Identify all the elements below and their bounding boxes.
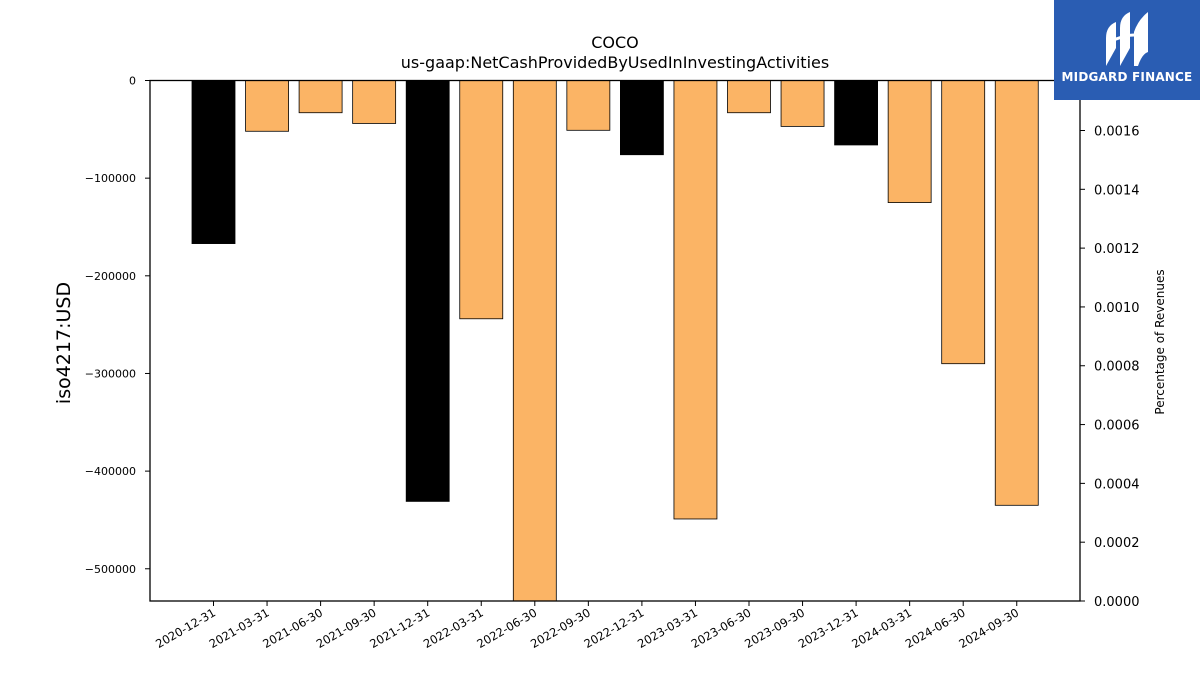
bar-2020-12-31 (191, 80, 236, 244)
x-tick-label: 2021-09-30 (314, 605, 379, 651)
x-tick-label: 2023-06-30 (689, 605, 754, 651)
logo-text: MIDGARD FINANCE (1061, 70, 1193, 84)
bar-2022-09-30 (566, 80, 611, 131)
x-tick-label: 2021-12-31 (367, 605, 432, 651)
right-y-tick-label: 0.0006 (1094, 419, 1140, 434)
x-tick-label: 2024-09-30 (956, 605, 1021, 651)
x-tick-label: 2023-03-31 (635, 605, 700, 651)
y-tick-label: −400000 (85, 465, 136, 478)
x-tick-label: 2022-12-31 (582, 605, 647, 651)
right-y-ticks-group: 0.0000 0.0002 0.0004 0.0006 0.0008 0.0010 0.00… (1080, 124, 1140, 610)
x-tick-label: 2020-12-31 (153, 605, 218, 651)
x-tick-label: 2023-12-31 (796, 605, 861, 651)
chart-title: COCO (591, 33, 639, 52)
x-tick-label: 2021-06-30 (260, 605, 325, 651)
y-tick-label: −100000 (85, 172, 136, 185)
bar-2023-06-30 (727, 80, 771, 114)
bar-2022-03-31 (459, 80, 504, 320)
right-y-tick-label: 0.0004 (1094, 477, 1140, 492)
x-tick-label: 2022-03-31 (421, 605, 486, 651)
right-y-tick-label: 0.0010 (1094, 301, 1140, 316)
x-tick-label: 2021-03-31 (207, 605, 272, 651)
right-y-tick-label: 0.0008 (1094, 360, 1140, 375)
x-tick-label: 2024-06-30 (903, 605, 968, 651)
bar-2021-06-30 (298, 80, 343, 114)
bar-2023-12-31 (834, 80, 878, 146)
y-axis-label: iso4217:USD (53, 282, 75, 404)
right-y-tick-label: 0.0014 (1094, 183, 1140, 198)
bar-2021-03-31 (245, 80, 289, 132)
bar-2024-03-31 (887, 80, 932, 203)
x-ticks-group: 2020-12-312021-03-312021-06-302021-09-30… (153, 601, 1021, 651)
bar-2021-12-31 (405, 80, 450, 502)
y-ticks-group: 0 −100000 −200000 −300000 −400000 −500000 (85, 75, 150, 576)
x-tick-label: 2022-06-30 (474, 605, 539, 651)
bar-2023-03-31 (673, 80, 718, 520)
y-tick-label: 0 (129, 75, 136, 88)
x-tick-label: 2022-09-30 (528, 605, 593, 651)
logo-mark-icon (1106, 12, 1148, 66)
bar-2024-06-30 (941, 80, 986, 365)
chart-subtitle: us-gaap:NetCashProvidedByUsedInInvesting… (401, 53, 829, 72)
bar-2023-09-30 (780, 80, 825, 127)
plot-frame (149, 79, 1081, 602)
right-y-tick-label: 0.0012 (1094, 242, 1140, 257)
bar-2022-12-31 (620, 80, 664, 156)
bar-2022-06-30 (512, 80, 557, 602)
x-tick-label: 2024-03-31 (849, 605, 914, 651)
x-tick-label: 2023-09-30 (742, 605, 807, 651)
bar-2021-09-30 (352, 80, 397, 124)
y-tick-label: −200000 (85, 270, 136, 283)
y-tick-label: −300000 (85, 367, 136, 380)
right-axis-label: Percentage of Revenues (1153, 269, 1167, 414)
bar-2024-09-30 (994, 80, 1039, 506)
right-y-tick-label: 0.0016 (1094, 124, 1140, 139)
right-y-tick-label: 0.0002 (1094, 536, 1140, 551)
logo: MIDGARD FINANCE (1054, 0, 1200, 100)
right-y-tick-label: 0.0000 (1094, 595, 1140, 610)
bars-group (191, 80, 1039, 602)
y-tick-label: −500000 (85, 563, 136, 576)
